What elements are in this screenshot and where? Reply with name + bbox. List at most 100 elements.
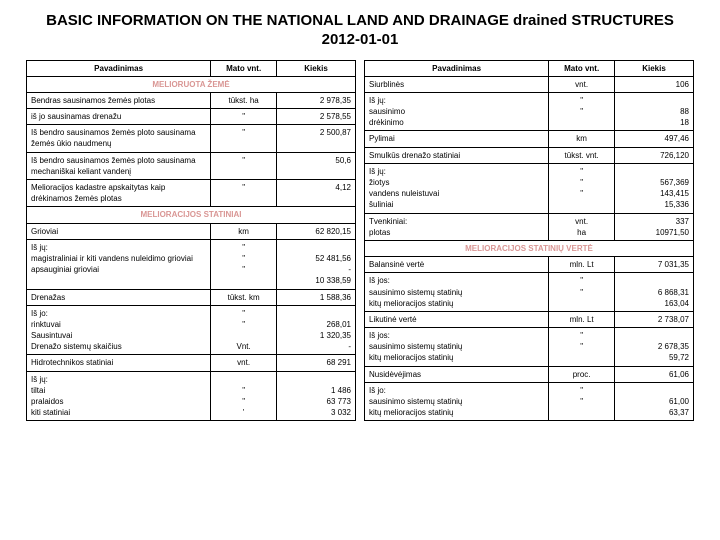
columns-wrapper: Pavadinimas Mato vnt. Kiekis MELIORUOTA … <box>26 60 694 422</box>
col-name: Pavadinimas <box>365 60 549 76</box>
cell-text: 567,369 <box>619 177 689 188</box>
cell-unit: proc. <box>549 366 615 382</box>
cell-qty: 50,6 <box>277 152 356 179</box>
cell-qty: 61,06 <box>615 366 694 382</box>
cell-text: Iš jos: <box>369 275 544 286</box>
cell-qty: 7 031,35 <box>615 257 694 273</box>
cell-text: Iš jų: <box>369 166 544 177</box>
cell-qty: 1 588,36 <box>277 289 356 305</box>
cell-text: magistraliniai ir kiti vandens nuleidimo… <box>31 253 206 264</box>
table-row: Hidrotechnikos statiniai vnt. 68 291 <box>27 355 356 371</box>
cell-qty: 2 500,87 <box>277 125 356 152</box>
table-row: Tvenkiniai: plotas vnt. ha 337 10971,50 <box>365 213 694 240</box>
cell-name: Siurblinės <box>365 76 549 92</box>
cell-text: Iš jų: <box>31 242 206 253</box>
cell-unit: " <box>211 152 277 179</box>
cell-text: žiotys <box>369 177 544 188</box>
cell-qty: 497,46 <box>615 131 694 147</box>
cell-name: Melioracijos kadastre apskaitytas kaip d… <box>27 180 211 207</box>
cell-qty: 1 486 63 773 3 032 <box>277 371 356 421</box>
table-row: Iš jo: rinktuvai Sausintuvai Drenažo sis… <box>27 305 356 355</box>
cell-qty: 567,369 143,415 15,336 <box>615 163 694 213</box>
cell-qty: 4,12 <box>277 180 356 207</box>
cell-name: Iš jų: magistraliniai ir kiti vandens nu… <box>27 239 211 289</box>
cell-text: 1 320,35 <box>281 330 351 341</box>
cell-name: Iš jų: žiotys vandens nuleistuvai šulini… <box>365 163 549 213</box>
table-row: Melioracijos kadastre apskaitytas kaip d… <box>27 180 356 207</box>
cell-text: 10971,50 <box>619 227 689 238</box>
table-row: Grioviai km 62 820,15 <box>27 223 356 239</box>
section-melioruota: MELIORUOTA ŽEMĖ <box>27 76 356 92</box>
cell-text: " <box>215 319 272 330</box>
cell-text: tiltai <box>31 385 206 396</box>
page-title: BASIC INFORMATION ON THE NATIONAL LAND A… <box>26 12 694 50</box>
table-row: iš jo sausinamas drenažu " 2 578,55 <box>27 109 356 125</box>
cell-text: 63 773 <box>281 396 351 407</box>
table-row: Iš jos: sausinimo sistemų statinių kitų … <box>365 273 694 312</box>
cell-name: Iš bendro sausinamos žemės ploto sausina… <box>27 125 211 152</box>
cell-text: 52 481,56 <box>281 253 351 264</box>
left-column: Pavadinimas Mato vnt. Kiekis MELIORUOTA … <box>26 60 356 422</box>
cell-name: Iš jų: tiltai pralaidos kiti statiniai <box>27 371 211 421</box>
cell-unit: vnt. <box>211 355 277 371</box>
cell-name: Grioviai <box>27 223 211 239</box>
cell-text: Iš jo: <box>369 385 544 396</box>
cell-name: Iš jo: sausinimo sistemų statinių kitų m… <box>365 382 549 421</box>
cell-text: 1 486 <box>281 385 351 396</box>
cell-unit: " " <box>549 328 615 367</box>
cell-unit: vnt. ha <box>549 213 615 240</box>
header-row: Pavadinimas Mato vnt. Kiekis <box>365 60 694 76</box>
cell-text: 88 <box>619 106 689 117</box>
cell-qty: 68 291 <box>277 355 356 371</box>
cell-text: pralaidos <box>31 396 206 407</box>
table-row: Nusidėvėjimas proc. 61,06 <box>365 366 694 382</box>
cell-text: apsauginiai grioviai <box>31 264 206 275</box>
cell-qty: 6 868,31 163,04 <box>615 273 694 312</box>
section-row: MELIORACIJOS STATINIAI <box>27 207 356 223</box>
right-table: Pavadinimas Mato vnt. Kiekis Siurblinės … <box>364 60 694 422</box>
cell-qty: 2 678,35 59,72 <box>615 328 694 367</box>
cell-unit: " <box>211 109 277 125</box>
table-row: Bendras sausinamos žemės plotas tūkst. h… <box>27 92 356 108</box>
cell-text: ha <box>553 227 610 238</box>
cell-text: Vnt. <box>215 341 272 352</box>
section-verte: MELIORACIJOS STATINIŲ VERTĖ <box>365 240 694 256</box>
cell-text: Sausintuvai <box>31 330 206 341</box>
cell-text: 63,37 <box>619 407 689 418</box>
cell-name: Iš jos: sausinimo sistemų statinių kitų … <box>365 328 549 367</box>
cell-text: Iš jų: <box>369 95 544 106</box>
cell-unit: km <box>549 131 615 147</box>
cell-text: kitų melioracijos statinių <box>369 352 544 363</box>
cell-text: " <box>553 95 610 106</box>
cell-text: kiti statiniai <box>31 407 206 418</box>
cell-name: Iš jų: sausinimo drėkinimo <box>365 92 549 131</box>
cell-unit: " " " <box>549 163 615 213</box>
cell-text: sausinimo sistemų statinių <box>369 341 544 352</box>
cell-text: - <box>281 341 351 352</box>
cell-text: 337 <box>619 216 689 227</box>
cell-name: Tvenkiniai: plotas <box>365 213 549 240</box>
cell-text: " <box>553 275 610 286</box>
section-row: MELIORUOTA ŽEMĖ <box>27 76 356 92</box>
cell-unit: " " <box>549 92 615 131</box>
cell-name: Pylimai <box>365 131 549 147</box>
table-row: Iš jo: sausinimo sistemų statinių kitų m… <box>365 382 694 421</box>
cell-text: " <box>553 396 610 407</box>
cell-text: vandens nuleistuvai <box>369 188 544 199</box>
page: BASIC INFORMATION ON THE NATIONAL LAND A… <box>0 0 720 431</box>
cell-text: Iš jo: <box>31 308 206 319</box>
cell-text: vnt. <box>553 216 610 227</box>
cell-name: Hidrotechnikos statiniai <box>27 355 211 371</box>
cell-text: " <box>553 385 610 396</box>
table-row: Smulkūs drenažo statiniai tūkst. vnt. 72… <box>365 147 694 163</box>
cell-unit: " <box>211 125 277 152</box>
cell-text: " <box>553 106 610 117</box>
cell-text: plotas <box>369 227 544 238</box>
cell-unit: " " <box>549 382 615 421</box>
cell-text: rinktuvai <box>31 319 206 330</box>
col-qty: Kiekis <box>615 60 694 76</box>
cell-text: 2 678,35 <box>619 341 689 352</box>
cell-text: " <box>215 385 272 396</box>
cell-text: " <box>215 264 272 275</box>
right-column: Pavadinimas Mato vnt. Kiekis Siurblinės … <box>364 60 694 422</box>
